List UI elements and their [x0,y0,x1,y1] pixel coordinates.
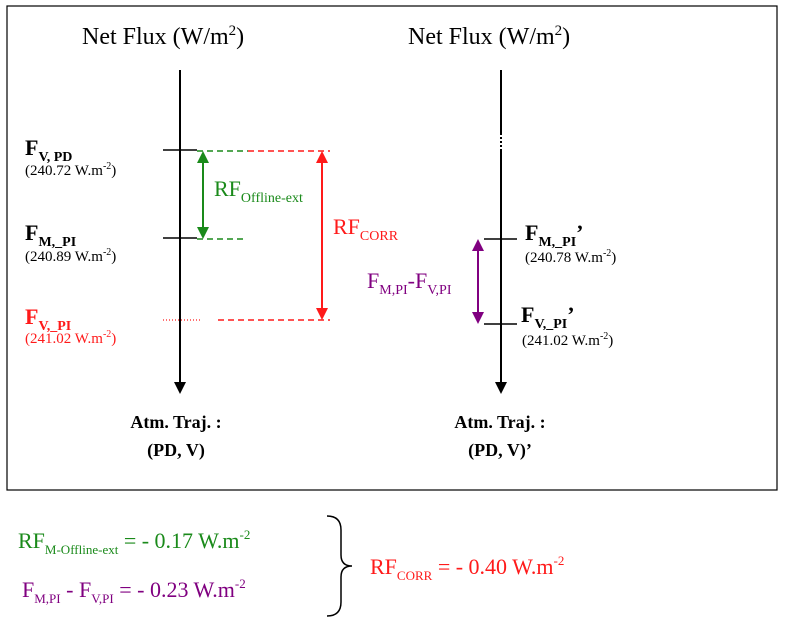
left-trajectory-line1: Atm. Traj. : [130,412,221,432]
right-trajectory-line1: Atm. Traj. : [454,412,545,432]
equation-rf-corr: RFCORR = - 0.40 W.m-2 [370,553,564,583]
left-label-fm-pi: FM,_PI [25,220,76,250]
left-value-fv-pi: (241.02 W.m-2) [25,329,116,347]
fm-fv-diff-label: FM,PI-FV,PI [367,268,452,298]
right-value-fv-pi: (241.02 W.m-2) [522,331,613,349]
equation-fm-fv: FM,PI - FV,PI = - 0.23 W.m-2 [22,576,246,606]
left-title: Net Flux (W/m2) [82,23,244,50]
left-label-fv-pi: FV,_PI [25,304,71,334]
right-title: Net Flux (W/m2) [408,23,570,50]
diagram-frame [6,5,778,491]
right-trajectory-line2: (PD, V)’ [468,440,532,461]
right-label-fm-pi: FM,_PI’ [525,220,584,250]
rf-offline-label: RFOffline-ext [214,176,303,206]
rf-corr-label: RFCORR [333,214,399,244]
summation-brace [326,515,353,617]
right-label-fv-pi: FV,_PI’ [521,302,575,332]
left-value-fv-pd: (240.72 W.m-2) [25,161,116,179]
left-label-fv-pd: FV, PD [25,135,72,165]
left-trajectory-line2: (PD, V) [147,440,205,461]
right-value-fm-pi: (240.78 W.m-2) [525,248,616,266]
equation-rf-offline: RFM-Offline-ext = - 0.17 W.m-2 [18,527,250,557]
left-value-fm-pi: (240.89 W.m-2) [25,247,116,265]
